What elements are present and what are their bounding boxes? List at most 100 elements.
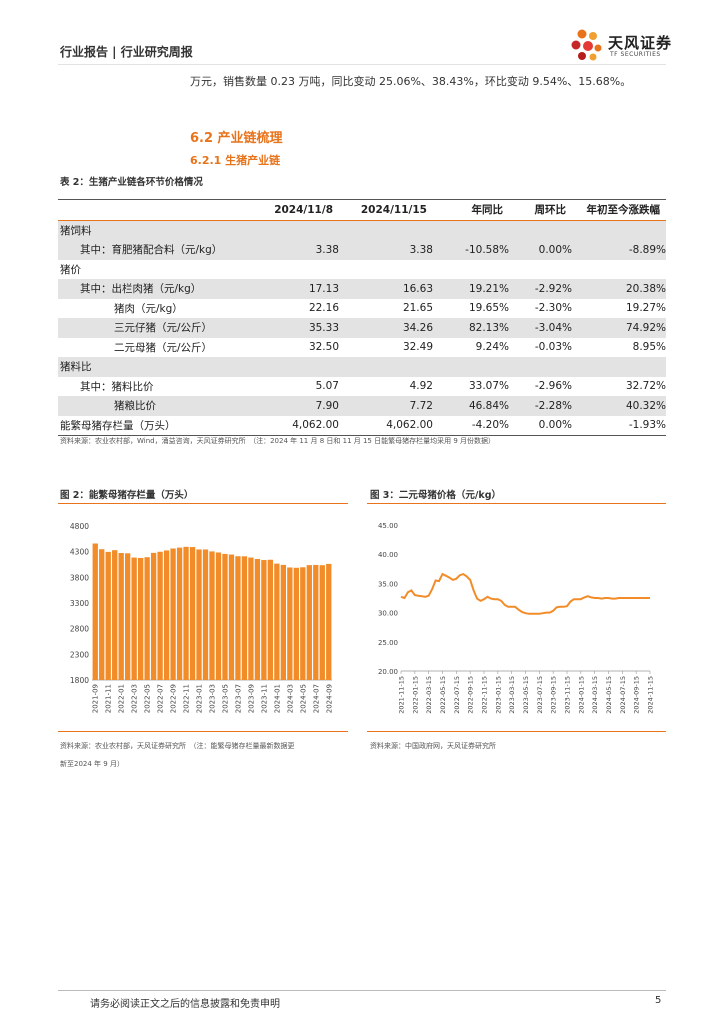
- table-cell: -0.03%: [534, 341, 572, 354]
- row-label: 猪料比: [58, 357, 246, 377]
- x-tick-label: 2023-07: [234, 684, 242, 713]
- figure2-rule: [58, 503, 348, 504]
- x-tick-label: 2022-03: [131, 684, 139, 713]
- x-tick-label: 2023-03-15: [508, 676, 516, 714]
- bar: [267, 559, 274, 680]
- x-tick-label: 2024-11-15: [647, 676, 655, 714]
- table-cell: -3.04%: [509, 318, 572, 338]
- table-cell: 40.32%: [572, 396, 666, 416]
- figure2-bottom-rule: [58, 731, 348, 732]
- table-cell: 21.65: [402, 302, 433, 315]
- table-cell: -8.89%: [572, 240, 666, 260]
- x-tick-label: 2023-11: [260, 684, 268, 713]
- table-cell: 32.50: [308, 341, 339, 354]
- table-row: 三元仔猪（元/公斤） 35.33 34.26 82.13% -3.04% 74.…: [58, 318, 666, 338]
- footer-disclaimer: 请务必阅读正文之后的信息披露和免责申明: [90, 999, 280, 1010]
- bar: [157, 551, 163, 680]
- table-row: 猪料比: [58, 357, 666, 377]
- table-cell: 9.24%: [475, 341, 509, 354]
- x-tick-label: 2023-09-15: [550, 676, 558, 714]
- bar: [254, 558, 261, 680]
- x-tick-label: 2023-01-15: [494, 676, 502, 714]
- x-tick-label: 2024-01: [273, 684, 281, 713]
- figure2-source-line2: 新至2024 年 9 月）: [60, 760, 124, 768]
- y-tick-label: 3800: [70, 573, 89, 582]
- table-row: 能繁母猪存栏量（万头） 4,062.00 4,062.00 -4.20% 0.0…: [58, 416, 666, 436]
- row-label: 猪粮比价: [58, 396, 246, 416]
- header-cell: 周环比: [534, 204, 567, 217]
- table-cell: 4,062.00: [386, 419, 433, 432]
- bar: [248, 557, 254, 680]
- figure2-title: 图 2：能繁母猪存栏量（万头）: [60, 490, 194, 501]
- table-cell: 7.90: [246, 396, 339, 416]
- x-tick-label: 2022-05: [144, 684, 152, 713]
- x-tick-label: 2022-11-15: [481, 676, 489, 714]
- bar: [183, 546, 189, 680]
- bar: [176, 547, 183, 680]
- page-number: 5: [655, 995, 662, 1006]
- table-header-row: 2024/11/8 2024/11/15 年同比 周环比 年初至今涨跌幅: [58, 199, 666, 220]
- bar: [241, 556, 248, 680]
- table-cell: 19.21%: [433, 279, 509, 299]
- bar: [118, 553, 124, 680]
- bar: [163, 550, 170, 680]
- bar: [319, 565, 325, 680]
- row-label: 其中：出栏肉猪（元/kg）: [58, 279, 246, 299]
- report-type: 行业报告 | 行业研究周报: [60, 45, 193, 59]
- table-caption: 表 2：生猪产业链各环节价格情况: [60, 177, 203, 188]
- x-tick-label: 2022-03-15: [425, 676, 433, 714]
- table-row: 猪饲料: [58, 220, 666, 240]
- x-tick-label: 2024-07: [312, 684, 320, 713]
- x-tick-label: 2022-05-15: [439, 676, 447, 714]
- table-cell: -2.92%: [509, 279, 572, 299]
- x-tick-label: 2024-05: [299, 684, 307, 713]
- row-label: 其中：育肥猪配合料（元/kg）: [58, 240, 246, 260]
- y-tick-label: 30.00: [378, 610, 398, 618]
- table-cell: 4.92: [409, 380, 433, 393]
- header-divider: [58, 64, 666, 65]
- table-row: 猪价: [58, 260, 666, 280]
- bar: [209, 551, 215, 680]
- table-cell: 35.33: [246, 318, 339, 338]
- x-tick-label: 2022-01-15: [411, 676, 419, 714]
- table-cell: -10.58%: [433, 240, 509, 260]
- table-cell: -2.30%: [534, 302, 572, 315]
- bar: [202, 549, 209, 680]
- x-tick-label: 2023-01: [196, 684, 204, 713]
- y-tick-label: 3300: [70, 599, 89, 608]
- brand-name: 天风证券: [608, 34, 673, 52]
- table-cell: 3.38: [246, 240, 339, 260]
- table-cell: 33.07%: [468, 380, 509, 393]
- x-tick-label: 2024-07-15: [619, 676, 627, 714]
- bar: [92, 543, 98, 680]
- bar: [105, 551, 111, 680]
- bar: [131, 557, 137, 680]
- table-cell: 7.72: [339, 396, 433, 416]
- table-cell: 34.26: [339, 318, 433, 338]
- bar: [144, 557, 150, 680]
- y-tick-label: 4800: [70, 522, 89, 531]
- x-tick-label: 2022-11: [183, 684, 191, 713]
- row-label: 猪价: [60, 263, 81, 276]
- table-cell: 16.63: [339, 279, 433, 299]
- x-tick-label: 2023-03: [209, 684, 217, 713]
- bar: [326, 563, 332, 680]
- bar: [99, 549, 105, 680]
- footer-divider: [58, 990, 666, 991]
- bar: [150, 552, 157, 680]
- table-cell: 19.65%: [468, 302, 509, 315]
- figure3-bottom-rule: [367, 731, 666, 732]
- table-cell: 20.38%: [572, 279, 666, 299]
- x-tick-label: 2022-01: [118, 684, 126, 713]
- brand-sub: TF SECURITIES: [610, 51, 661, 58]
- table-row: 其中：育肥猪配合料（元/kg） 3.38 3.38 -10.58% 0.00% …: [58, 240, 666, 260]
- table-cell: -1.93%: [628, 419, 666, 432]
- table-cell: 4,062.00: [292, 419, 339, 432]
- x-tick-label: 2024-05-15: [605, 676, 613, 714]
- row-label: 三元仔猪（元/公斤）: [58, 318, 246, 338]
- header-cell: 2024/11/15: [360, 203, 427, 216]
- row-label: 猪肉（元/kg）: [114, 302, 183, 315]
- bar: [189, 547, 196, 680]
- price-table: 2024/11/8 2024/11/15 年同比 周环比 年初至今涨跌幅 猪饲料…: [58, 199, 666, 436]
- bar: [170, 548, 176, 680]
